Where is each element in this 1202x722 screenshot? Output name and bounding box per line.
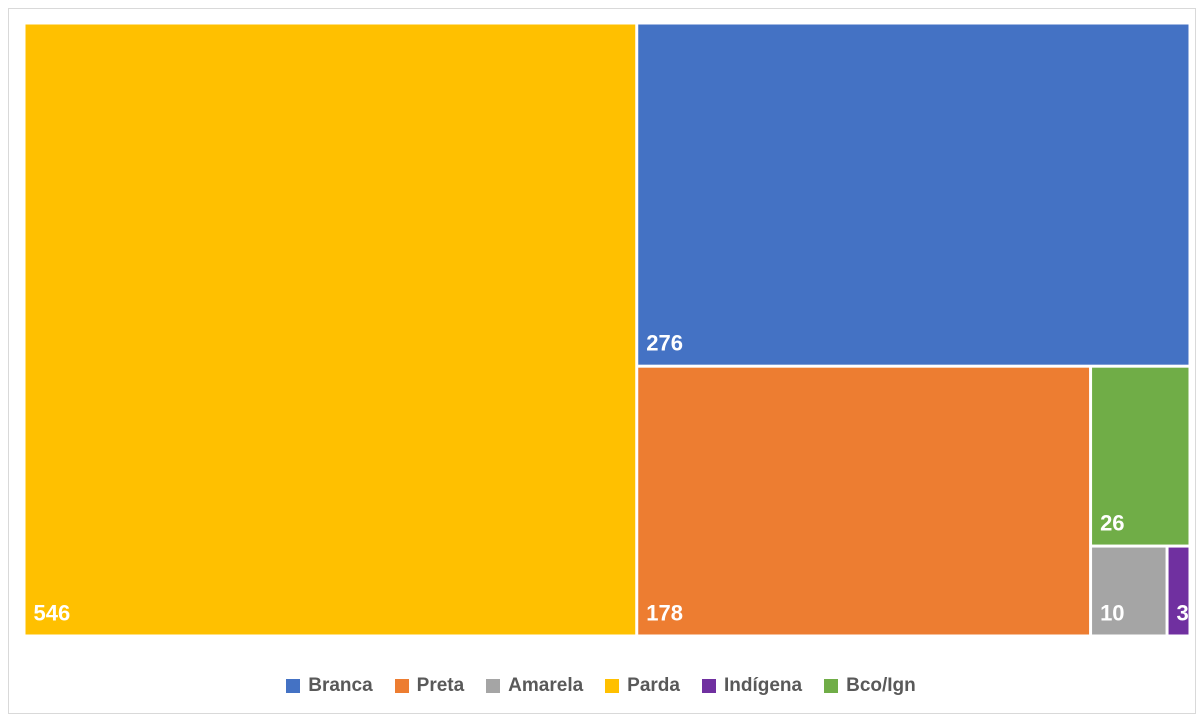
legend-swatch-branca (286, 679, 300, 693)
tile-branca (638, 25, 1188, 365)
legend-swatch-bco-ign (824, 679, 838, 693)
legend-label-parda: Parda (627, 675, 680, 697)
legend-swatch-amarela (486, 679, 500, 693)
legend-label-indigena: Indígena (724, 675, 802, 697)
tile-parda (26, 25, 636, 635)
legend-label-branca: Branca (308, 675, 372, 697)
legend-item-branca: Branca (286, 675, 372, 697)
tile-preta (638, 368, 1089, 635)
tile-label-amarela: 10 (1100, 601, 1124, 626)
legend-item-amarela: Amarela (486, 675, 583, 697)
tile-label-parda: 546 (34, 601, 71, 626)
legend-item-parda: Parda (605, 675, 680, 697)
tile-label-preta: 178 (646, 601, 683, 626)
legend-swatch-parda (605, 679, 619, 693)
legend: Branca Preta Amarela Parda Indígena Bco/Ign (0, 672, 1202, 700)
legend-swatch-indigena (702, 679, 716, 693)
legend-item-bco-ign: Bco/Ign (824, 675, 916, 697)
legend-swatch-preta (395, 679, 409, 693)
tile-label-bco-ign: 26 (1100, 511, 1124, 536)
legend-label-bco-ign: Bco/Ign (846, 675, 916, 697)
legend-label-preta: Preta (417, 675, 465, 697)
legend-item-indigena: Indígena (702, 675, 802, 697)
legend-item-preta: Preta (395, 675, 465, 697)
legend-label-amarela: Amarela (508, 675, 583, 697)
tile-label-indigena: 3 (1177, 601, 1189, 626)
tile-label-branca: 276 (646, 331, 683, 356)
